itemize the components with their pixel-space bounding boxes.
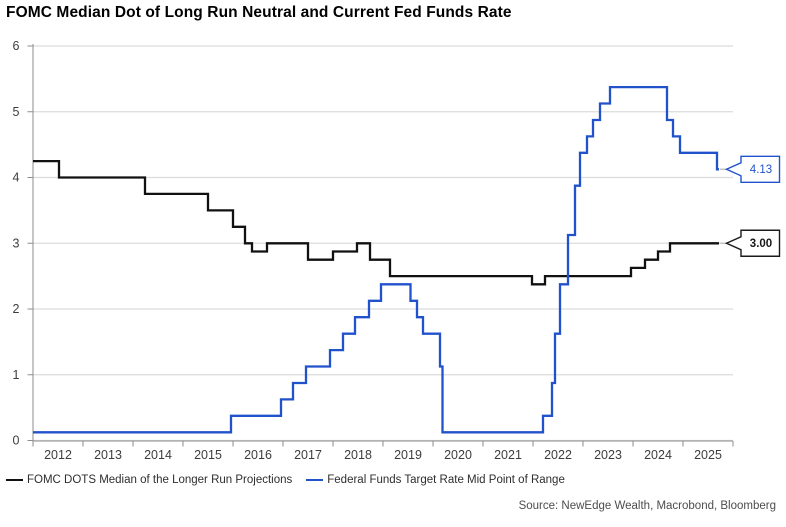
x-tick-label: 2017 [294, 448, 322, 462]
x-tick-label: 2013 [94, 448, 122, 462]
x-tick-label: 2024 [644, 448, 672, 462]
x-tick-label: 2022 [544, 448, 572, 462]
x-tick-label: 2020 [444, 448, 472, 462]
x-tick-label: 2014 [144, 448, 172, 462]
x-tick-label: 2025 [694, 448, 722, 462]
chart-title: FOMC Median Dot of Long Run Neutral and … [6, 4, 512, 21]
chart-legend: FOMC DOTS Median of the Longer Run Proje… [6, 474, 565, 486]
x-tick-label: 2015 [194, 448, 222, 462]
legend-item-fomc-dots: FOMC DOTS Median of the Longer Run Proje… [6, 474, 292, 486]
fed-funds-series-line [33, 85, 719, 434]
fomc-dots-series-line [33, 159, 719, 286]
callout-bubble [724, 155, 781, 183]
legend-label: Federal Funds Target Rate Mid Point of R… [327, 474, 565, 486]
callout-value-label: 4.13 [750, 164, 772, 176]
x-tick-label: 2016 [244, 448, 272, 462]
y-tick-label: 1 [13, 368, 20, 382]
x-tick-label: 2021 [494, 448, 522, 462]
legend-item-fed-funds: Federal Funds Target Rate Mid Point of R… [306, 474, 565, 486]
y-tick-label: 0 [13, 434, 20, 448]
x-tick-label: 2012 [44, 448, 72, 462]
legend-label: FOMC DOTS Median of the Longer Run Proje… [27, 474, 293, 486]
y-tick-label: 3 [13, 236, 20, 250]
callout-value-label: 3.00 [750, 238, 772, 250]
blue-line-swatch-icon [306, 478, 324, 482]
y-tick-label: 6 [13, 39, 20, 53]
x-tick-label: 2018 [344, 448, 372, 462]
y-tick-label: 4 [13, 171, 20, 185]
x-tick-label: 2023 [594, 448, 622, 462]
callout-bubble [724, 229, 781, 257]
x-tick-label: 2019 [394, 448, 422, 462]
y-tick-label: 5 [13, 105, 20, 119]
y-tick-label: 2 [13, 302, 20, 316]
black-line-swatch-icon [6, 478, 23, 482]
source-text: Source: NewEdge Wealth, Macrobond, Bloom… [518, 500, 776, 512]
